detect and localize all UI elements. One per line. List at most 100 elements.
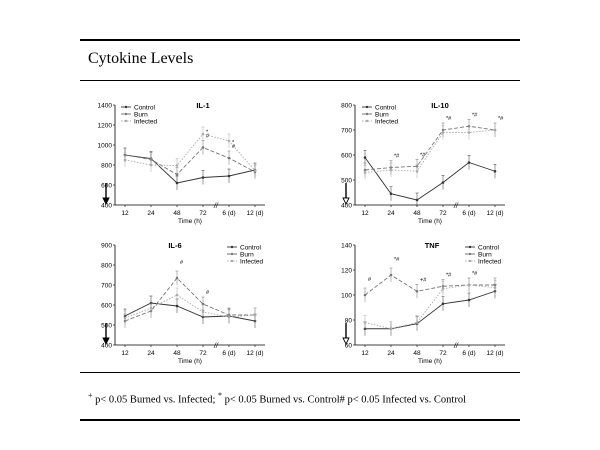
legend-label-infected: Infected <box>240 258 264 265</box>
y-tick-label: 120 <box>341 268 352 275</box>
y-tick-label: 800 <box>101 263 112 270</box>
chart-il10: 400 500 600 700 800 12 24 48 72 6 (d) 12 (d) // Time… <box>341 101 505 225</box>
footnote-rule <box>80 372 520 373</box>
legend-marker-burn <box>124 112 128 116</box>
series-line-control <box>124 302 256 322</box>
significance-annotation: *# <box>498 116 504 122</box>
data-point-infected <box>363 171 367 174</box>
x-axis-label: Time (h) <box>178 218 202 225</box>
data-point-infected <box>123 158 127 162</box>
bottom-rule <box>80 419 520 421</box>
legend-label-control: Control <box>134 104 156 111</box>
x-tick-label: 12 <box>361 210 369 217</box>
data-point-burn <box>389 273 393 277</box>
data-point-infected <box>441 287 445 291</box>
series-line-infected <box>124 133 256 171</box>
y-tick-label: 400 <box>101 203 112 210</box>
y-tick-label: 1200 <box>98 123 113 130</box>
data-point-control <box>389 192 393 196</box>
significance-annotation: *# <box>472 271 478 277</box>
x-tick-label: 72 <box>439 350 447 357</box>
legend-marker-control <box>365 105 369 109</box>
data-point-burn <box>201 146 205 149</box>
y-tick-label: 600 <box>341 153 352 160</box>
y-tick-label: 400 <box>341 203 352 210</box>
y-tick-label: 400 <box>101 343 112 350</box>
significance-annotation: # <box>180 260 184 266</box>
data-point-control <box>441 181 445 184</box>
data-point-control <box>201 176 205 179</box>
y-tick-label: 60 <box>345 343 353 350</box>
footnote-symbol-hash: # <box>339 394 345 406</box>
slide-title: Cytokine Levels <box>88 50 194 67</box>
data-point-infected <box>467 283 471 287</box>
series-line-burn <box>364 274 495 296</box>
data-point-burn <box>363 293 367 297</box>
data-point-infected <box>493 286 497 289</box>
x-tick-label: 12 (d) <box>487 350 504 357</box>
series-line-infected <box>364 284 496 330</box>
x-tick-label: 6 (d) <box>462 210 475 217</box>
x-tick-label: 72 <box>199 350 207 357</box>
x-tick-label: 24 <box>387 350 395 357</box>
y-tick-label: 1000 <box>98 143 113 150</box>
data-point-control <box>493 169 497 173</box>
y-tick-label: 100 <box>341 293 352 300</box>
data-point-infected <box>175 293 179 297</box>
footnote-text-3: p< 0.05 Infected vs. Control <box>344 394 466 406</box>
series-line-control <box>124 154 256 184</box>
footnote-text-2: p< 0.05 Burned vs. Control <box>222 394 340 406</box>
legend-label-control: Control <box>478 244 500 251</box>
legend-label-burn: Burn <box>375 111 389 118</box>
data-point-infected <box>441 131 445 134</box>
legend-marker-control <box>230 245 234 249</box>
x-tick-label: 6 (d) <box>222 210 235 217</box>
x-tick-label: 72 <box>199 210 207 217</box>
chart-il1: 400 600 800 1000 1200 1400 12 24 48 72 6 (d) 12 (d)… <box>98 101 265 225</box>
data-point-infected <box>149 163 153 167</box>
footnote-text-1: p< 0.05 Burned vs. Infected; <box>92 394 218 406</box>
data-point-control <box>227 174 231 178</box>
significance-annotation: *# <box>394 257 400 263</box>
data-point-burn <box>175 276 179 280</box>
footnote-symbol-star: * <box>218 391 222 400</box>
significance-annotation: +# <box>420 277 427 283</box>
data-point-control <box>175 181 179 185</box>
data-point-infected <box>227 139 231 143</box>
series-line-control <box>365 290 496 330</box>
data-point-control <box>363 156 367 159</box>
title-rule <box>80 80 520 81</box>
axis-break-mark: // <box>453 343 459 350</box>
legend-label-infected: Infected <box>134 118 158 125</box>
series-line-infected <box>124 294 256 319</box>
data-point-infected <box>201 132 205 136</box>
legend-marker-infected <box>124 119 128 123</box>
legend-label-burn: Burn <box>240 251 254 258</box>
data-point-burn <box>227 156 231 160</box>
x-tick-label: 6 (d) <box>462 350 475 357</box>
data-point-infected <box>149 306 153 310</box>
significance-annotation: * <box>232 140 235 146</box>
series-line-burn <box>124 146 256 176</box>
chart-tnf: 60 80 100 120 140 12 24 48 72 6 (d) 12 (d) // Time (… <box>341 241 505 365</box>
data-point-burn <box>415 289 419 293</box>
chart-title: IL-1 <box>196 101 209 110</box>
legend-marker-control <box>468 245 472 249</box>
series-line-burn <box>124 277 255 322</box>
y-tick-label: 700 <box>101 283 112 290</box>
legend-label-infected: Infected <box>375 118 399 125</box>
x-tick-label: 12 <box>361 350 369 357</box>
data-point-infected <box>253 313 257 317</box>
y-tick-label: 500 <box>341 178 352 185</box>
x-tick-label: 12 <box>121 350 129 357</box>
legend-label-infected: Infected <box>478 258 502 265</box>
footnote: + p< 0.05 Burned vs. Infected; * p< 0.05… <box>88 391 466 406</box>
legend-label-burn: Burn <box>478 251 492 258</box>
significance-annotation: *# <box>420 152 426 158</box>
footnote-symbol-plus: + <box>88 391 93 400</box>
x-tick-label: 48 <box>413 210 421 217</box>
stimulus-arrow-head <box>342 197 350 206</box>
data-point-infected <box>123 316 127 320</box>
data-point-control <box>467 161 471 164</box>
x-tick-label: 24 <box>387 210 395 217</box>
